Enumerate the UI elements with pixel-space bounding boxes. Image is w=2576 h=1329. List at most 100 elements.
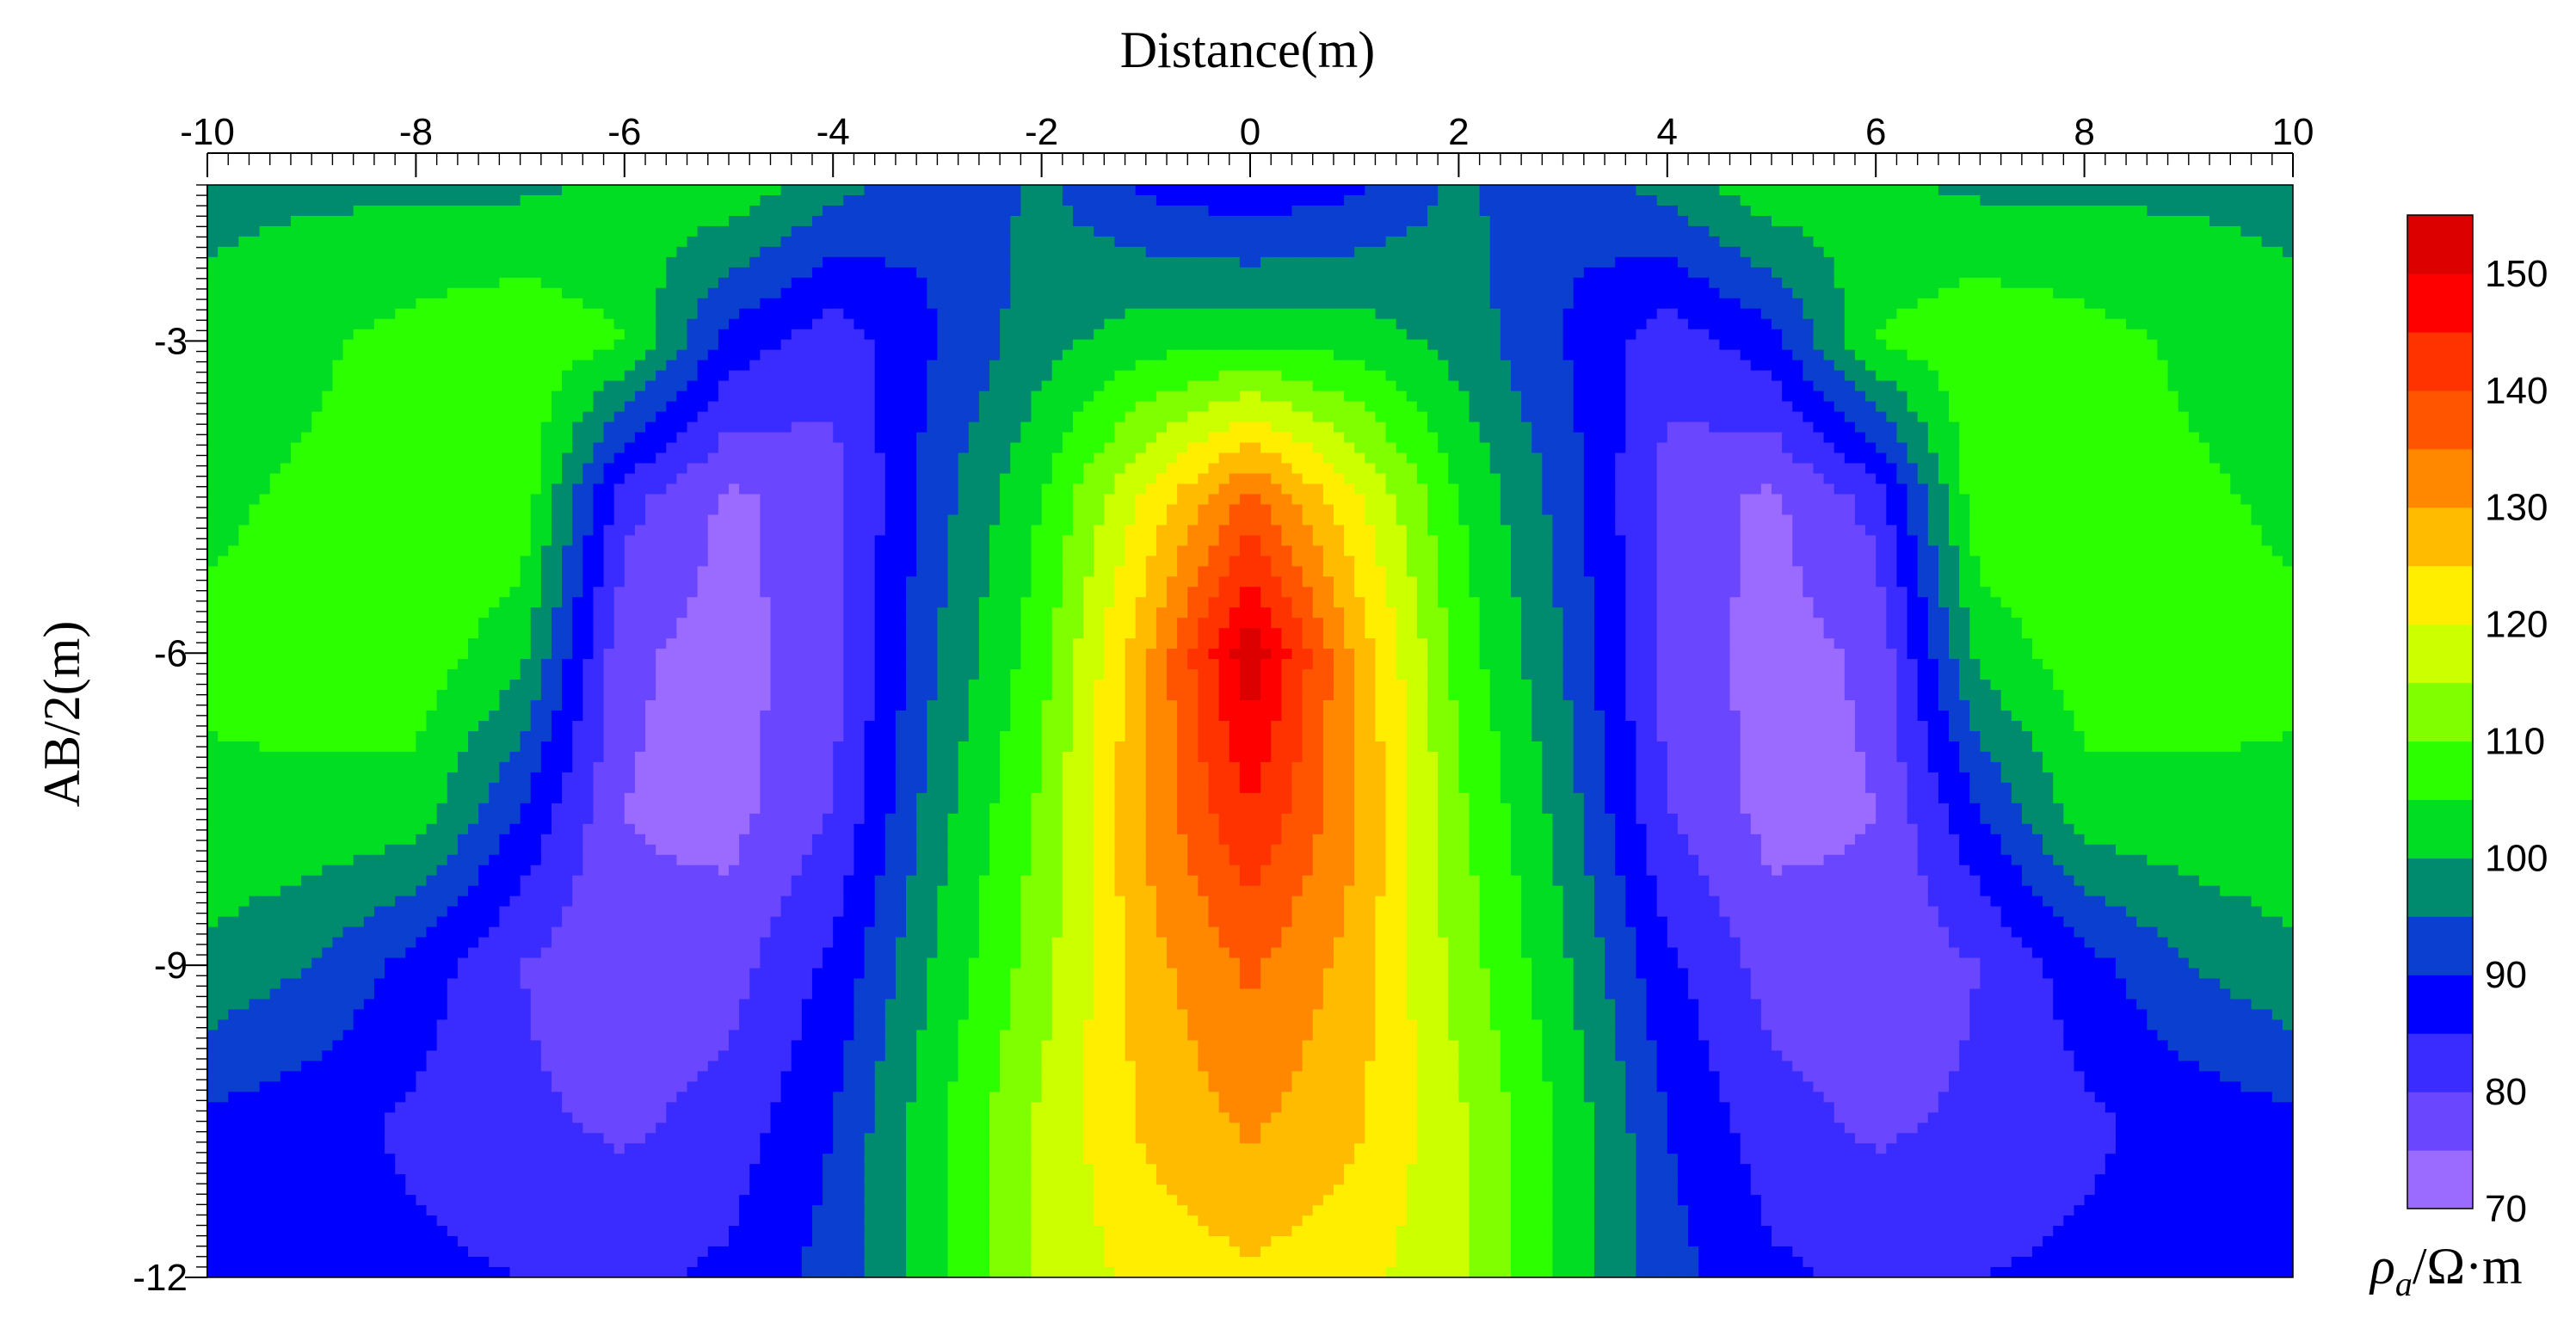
contour-cell [2094, 370, 2106, 382]
contour-cell [927, 432, 939, 444]
contour-cell [530, 298, 542, 310]
contour-cell [2209, 380, 2222, 392]
contour-cell [1250, 256, 1262, 268]
contour-cell [2147, 380, 2159, 392]
contour-cell [707, 298, 719, 310]
contour-cell [1135, 391, 1147, 403]
contour-cell [1281, 215, 1293, 227]
contour-cell [958, 215, 970, 227]
contour-cell [2043, 236, 2055, 248]
contour-cell [613, 256, 626, 268]
contour-cell [760, 318, 772, 330]
contour-cell [530, 215, 542, 227]
contour-cell [1375, 267, 1387, 279]
contour-cell [854, 370, 866, 382]
contour-cell [1980, 391, 1992, 403]
contour-cell [1625, 205, 1637, 217]
contour-cell [1479, 298, 1491, 310]
contour-cell [1729, 391, 1741, 403]
contour-cell [1135, 205, 1147, 217]
contour-cell [1865, 267, 1877, 279]
contour-cell [1114, 349, 1126, 361]
contour-cell [843, 194, 855, 206]
contour-cell [1020, 401, 1032, 413]
contour-cell [1813, 349, 1825, 361]
contour-cell [854, 205, 866, 217]
contour-cell [1438, 360, 1450, 372]
contour-cell [2271, 277, 2283, 289]
contour-cell [645, 205, 657, 217]
contour-cell [2094, 380, 2106, 392]
contour-cell [1959, 360, 1971, 372]
contour-cell [1322, 432, 1334, 444]
contour-cell [1511, 298, 1523, 310]
contour-cell [1605, 267, 1617, 279]
contour-cell [1990, 267, 2002, 279]
contour-cell [1291, 339, 1303, 351]
contour-cell [1500, 287, 1512, 299]
contour-cell [1907, 411, 1919, 423]
contour-cell [395, 421, 407, 434]
contour-cell [416, 194, 428, 206]
contour-cell [436, 185, 448, 196]
contour-cell [823, 267, 835, 279]
contour-cell [1375, 215, 1387, 227]
contour-cell [707, 421, 719, 434]
contour-cell [238, 225, 250, 237]
contour-cell [656, 246, 668, 258]
contour-cell [1959, 236, 1971, 248]
contour-cell [1583, 349, 1595, 361]
contour-cell [207, 401, 219, 413]
contour-cell [301, 205, 313, 217]
contour-cell [2011, 215, 2023, 227]
contour-cell [1198, 308, 1210, 320]
contour-cell [1573, 225, 1585, 237]
contour-cell [1438, 236, 1450, 248]
contour-cell [1896, 185, 1908, 196]
contour-cell [478, 246, 490, 258]
contour-cell [811, 287, 823, 299]
contour-cell [1031, 298, 1043, 310]
contour-cell [2021, 277, 2033, 289]
contour-cell [280, 308, 292, 320]
contour-cell [1927, 185, 1939, 196]
contour-cell [707, 318, 719, 330]
contour-cell [989, 370, 1001, 382]
contour-cell [968, 308, 980, 320]
contour-cell [2251, 287, 2263, 299]
contour-cell [457, 308, 469, 320]
contour-cell [978, 298, 990, 310]
contour-cell [1051, 194, 1063, 206]
contour-cell [1980, 380, 1992, 392]
contour-cell [457, 391, 469, 403]
contour-cell [2271, 287, 2283, 299]
contour-cell [1698, 256, 1710, 268]
contour-cell [1709, 339, 1721, 351]
contour-cell [1511, 391, 1523, 403]
contour-cell [1458, 339, 1470, 351]
contour-cell [1980, 411, 1992, 423]
contour-cell [1844, 360, 1856, 372]
contour-cell [593, 277, 605, 289]
contour-cell [801, 236, 813, 248]
contour-cell [1500, 401, 1512, 413]
contour-cell [1083, 411, 1095, 423]
contour-cell [2000, 246, 2012, 258]
contour-cell [1990, 401, 2002, 413]
contour-cell [1677, 215, 1689, 227]
contour-cell [2000, 215, 2012, 227]
contour-cell [1177, 329, 1189, 341]
contour-cell [1823, 401, 1835, 413]
contour-cell [1938, 360, 1950, 372]
contour-cell [1500, 225, 1512, 237]
contour-cell [593, 308, 605, 320]
contour-cell [2178, 246, 2190, 258]
contour-cell [1020, 287, 1032, 299]
contour-cell [1094, 380, 1106, 392]
contour-cell [666, 411, 678, 423]
contour-cell [2198, 236, 2210, 248]
contour-cell [718, 194, 730, 206]
contour-cell [1000, 360, 1012, 372]
contour-cell [2157, 380, 2169, 392]
contour-cell [395, 308, 407, 320]
